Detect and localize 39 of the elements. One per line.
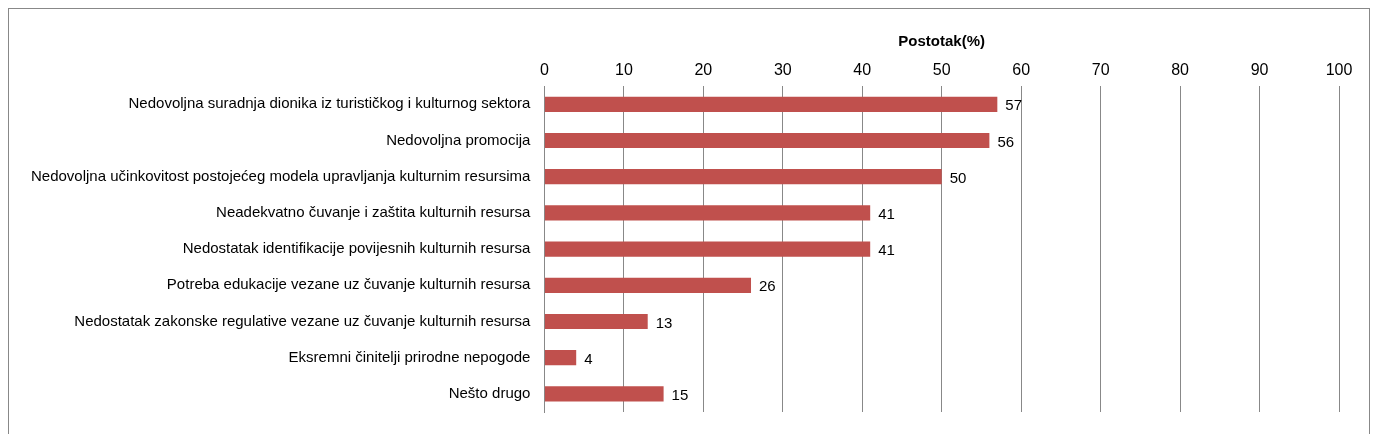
data-label: 26 xyxy=(759,277,776,295)
data-label: 57 xyxy=(1005,96,1023,114)
y-tick-label: Eksremni činitelji prirodne nepogode xyxy=(288,347,531,365)
data-label: 56 xyxy=(997,132,1015,150)
x-tick-label: 10 xyxy=(614,61,633,79)
data-label: 41 xyxy=(878,241,895,259)
bar xyxy=(544,241,871,257)
x-tick-label: 30 xyxy=(773,61,792,79)
x-tick-label: 40 xyxy=(853,61,872,79)
bar xyxy=(544,205,871,221)
bar xyxy=(544,350,577,366)
bar xyxy=(544,386,664,402)
y-tick-label: Nedovoljna učinkovitost postojećeg modela upravljanja kulturnim resursima xyxy=(30,166,532,184)
y-tick-label: Nedovoljna suradnja dionika iz turističkog i kulturnog sektora xyxy=(128,94,532,112)
x-axis-title: Postotak(%) xyxy=(898,32,986,50)
data-label: 15 xyxy=(671,386,689,404)
x-tick-label: 20 xyxy=(694,61,713,79)
data-label: 13 xyxy=(655,313,673,331)
y-tick-label: Nedostatak identifikacije povijesnih kulturnih resursa xyxy=(182,239,532,257)
x-tick-label: 80 xyxy=(1171,61,1190,79)
y-tick-label: Potreba edukacije vezane uz čuvanje kulturnih resursa xyxy=(166,275,532,293)
bar xyxy=(544,169,942,185)
bar xyxy=(544,277,752,293)
y-tick-label: Nešto drugo xyxy=(448,384,531,402)
x-tick-label: 70 xyxy=(1091,61,1110,79)
data-label: 41 xyxy=(878,205,895,223)
data-label: 4 xyxy=(584,349,593,367)
bar xyxy=(544,96,998,112)
x-tick-label: 60 xyxy=(1012,61,1031,79)
x-tick-label: 50 xyxy=(932,61,951,79)
bar xyxy=(544,132,990,149)
y-tick-label: Nedostatak zakonske regulative vezane uz čuvanje kulturnih resursa xyxy=(74,311,532,329)
y-tick-label: Neadekvatno čuvanje i zaštita kulturnih resursa xyxy=(216,203,532,221)
x-tick-label: 100 xyxy=(1325,61,1353,79)
bar xyxy=(544,313,648,330)
y-tick-label: Nedovoljna promocija xyxy=(386,130,532,148)
x-tick-label: 90 xyxy=(1250,61,1269,79)
x-tick-label: 0 xyxy=(539,61,549,79)
data-label: 50 xyxy=(949,168,967,186)
